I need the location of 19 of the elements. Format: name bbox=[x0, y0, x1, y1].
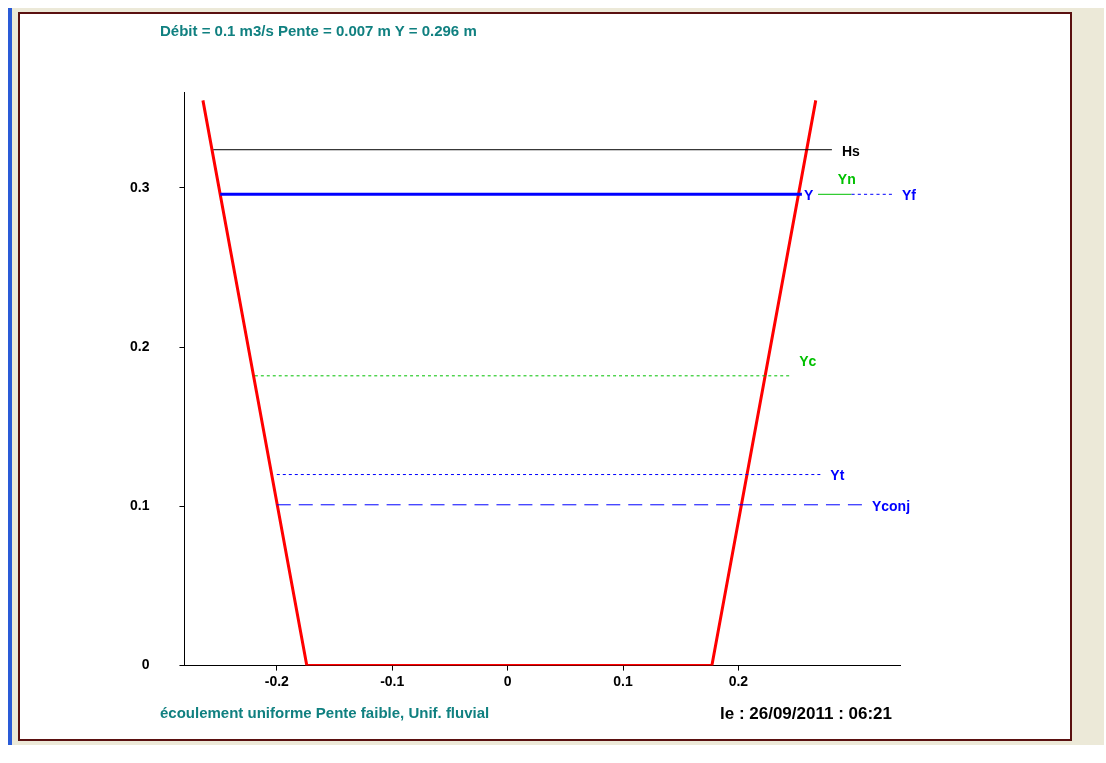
series-label: Hs bbox=[841, 142, 861, 159]
x-tick-label: 0 bbox=[503, 672, 512, 689]
x-tick-label: -0.2 bbox=[264, 672, 290, 689]
series-label: Yf bbox=[901, 187, 917, 204]
series-label: Yn bbox=[837, 171, 856, 188]
x-tick-label: 0.1 bbox=[613, 672, 633, 689]
x-tick-label: 0.2 bbox=[728, 672, 749, 689]
series-label: Yt bbox=[830, 467, 845, 484]
y-tick-label: 0 bbox=[141, 656, 150, 673]
x-tick-label: -0.1 bbox=[380, 672, 405, 689]
y-tick-label: 0.3 bbox=[129, 178, 150, 195]
text: le : 26/09/2011 : 06:21 bbox=[720, 704, 893, 724]
y-tick-label: 0.1 bbox=[129, 497, 150, 514]
chart-title: Débit = 0.1 m3/s Pente = 0.007 m Y = 0.296 m bbox=[160, 22, 477, 39]
series-label: Y bbox=[803, 187, 814, 204]
series-label: Yc bbox=[799, 352, 817, 369]
y-tick-label: 0.2 bbox=[129, 338, 150, 355]
series-label: Yconj bbox=[871, 497, 911, 514]
text: écoulement uniforme Pente faible, Unif. fluvial bbox=[160, 704, 490, 721]
